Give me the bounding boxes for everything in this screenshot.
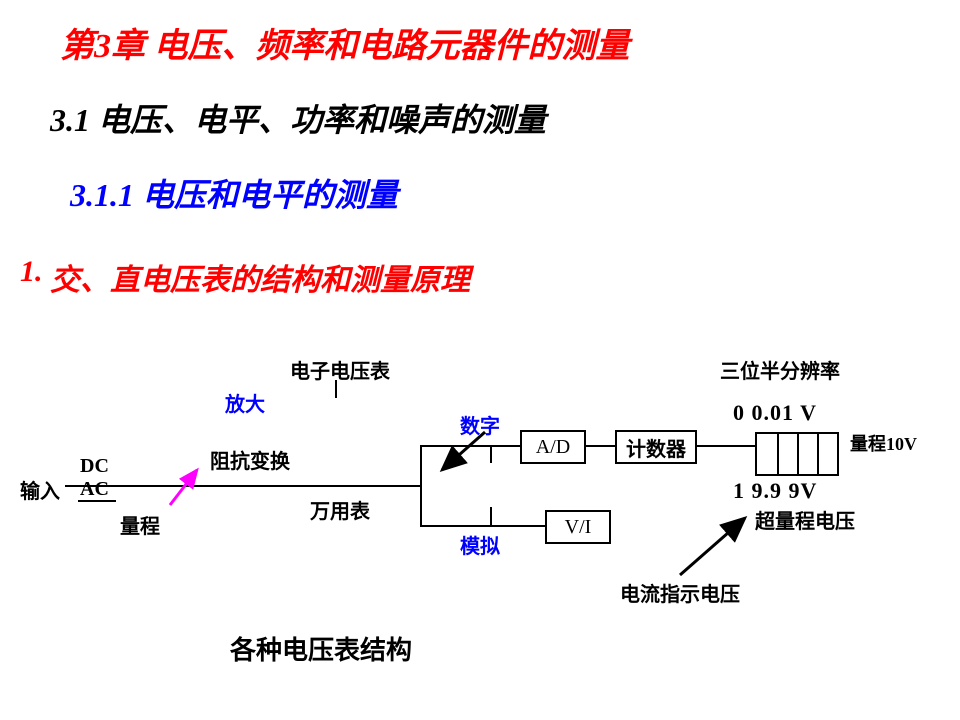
range-label: 量程 xyxy=(120,510,160,539)
branch-right-tick-top xyxy=(490,445,492,463)
amplify-label: 放大 xyxy=(225,388,265,417)
subsection-title: 3.1.1 电压和电平的测量 xyxy=(70,170,398,216)
digital-arrow-icon xyxy=(430,430,490,480)
point1-text: 交、直电压表的结构和测量原理 xyxy=(50,255,470,299)
dcac-underline xyxy=(78,500,116,502)
branch-bot xyxy=(420,525,545,527)
ad-box: A/D xyxy=(520,430,586,464)
range10v-label: 量程10V xyxy=(850,430,917,456)
ac-label: AC xyxy=(80,478,109,501)
diagram-caption: 各种电压表结构 xyxy=(230,630,412,667)
display1-text: 0 0.01 V xyxy=(733,400,817,426)
line-counter-disp xyxy=(695,445,755,447)
display-block xyxy=(755,432,839,476)
display2-text: 1 9.9 9V xyxy=(733,478,817,504)
point1-num: 1. xyxy=(20,255,43,289)
section-title: 3.1 电压、电平、功率和噪声的测量 xyxy=(50,95,546,141)
line-input xyxy=(65,485,125,487)
overrange-label: 超量程电压 xyxy=(755,505,855,534)
branch-right-tick-bot xyxy=(490,507,492,525)
chapter-title: 第3章 电压、频率和电路元器件的测量 xyxy=(60,18,630,67)
current-label: 电流指示电压 xyxy=(620,578,740,607)
resolution-label: 三位半分辨率 xyxy=(720,355,840,384)
input-label: 输入 xyxy=(20,475,60,504)
impedance-label: 阻抗变换 xyxy=(210,445,290,474)
pink-arrow-icon xyxy=(165,460,215,510)
branch-left-v xyxy=(420,445,422,525)
dc-label: DC xyxy=(80,455,109,478)
current-arrow-icon xyxy=(660,510,760,580)
vi-box: V/I xyxy=(545,510,611,544)
e-voltmeter-label: 电子电压表 xyxy=(290,355,390,384)
analog-label: 模拟 xyxy=(460,530,500,559)
multimeter-label: 万用表 xyxy=(310,495,370,524)
counter-box: 计数器 xyxy=(615,430,697,464)
tick-evm xyxy=(335,380,337,398)
line-ad-counter xyxy=(584,445,615,447)
